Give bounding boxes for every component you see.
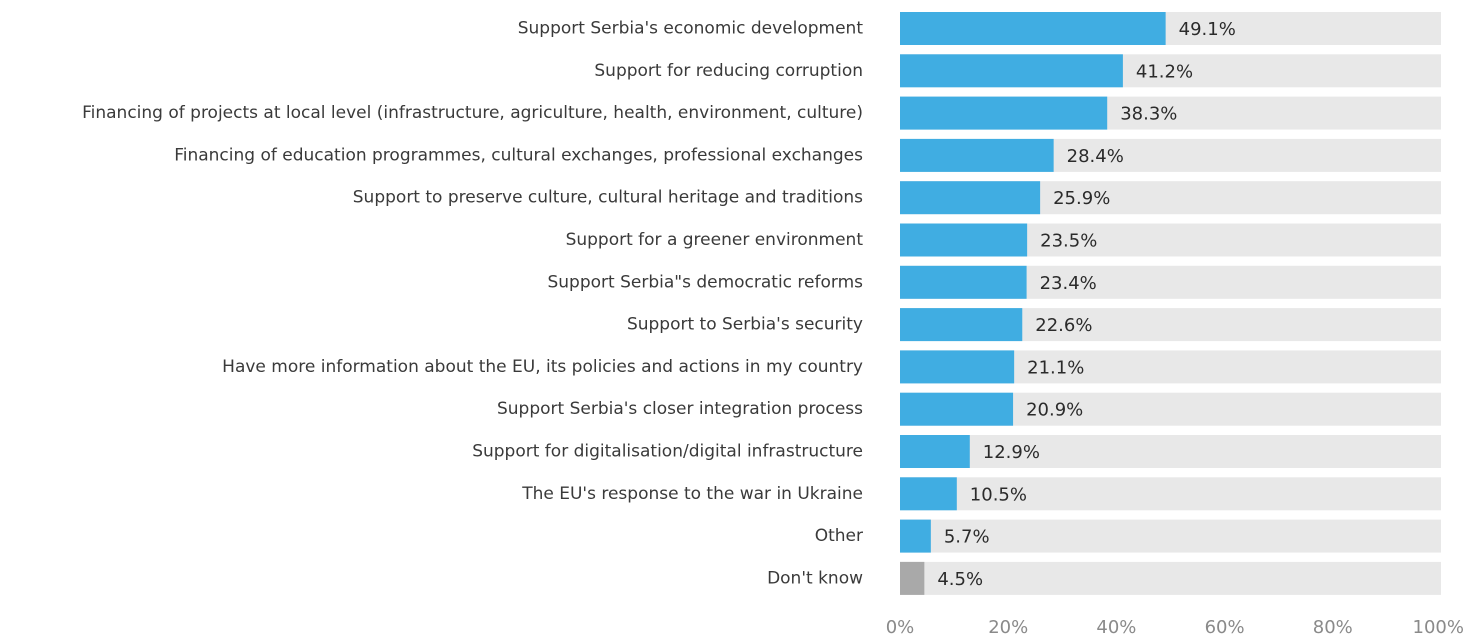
bar-track: [900, 561, 1441, 595]
bar-row: Support for reducing corruption 41.2%: [594, 54, 1441, 88]
bar: [900, 54, 1123, 88]
x-tick-label: 20%: [988, 617, 1028, 638]
bar: [900, 138, 1054, 172]
bar: [900, 435, 970, 468]
category-label: Don't know: [767, 568, 863, 588]
bar: [900, 392, 1014, 426]
value-label: 23.4%: [1040, 273, 1097, 294]
value-label: 12.9%: [983, 442, 1040, 463]
value-label: 5.7%: [944, 527, 990, 548]
bar-row: Financing of projects at local level (in…: [82, 96, 1441, 130]
bar-row: Support to Serbia's security 22.6%: [627, 308, 1441, 342]
bar-track: [900, 435, 1441, 468]
x-tick-label: 40%: [1096, 617, 1136, 638]
bar-rows: Support Serbia's economic development 49.…: [82, 12, 1441, 595]
bar-row: Support for a greener environment 23.5%: [566, 223, 1441, 257]
category-label: Support Serbia's closer integration proc…: [497, 399, 863, 419]
bar-row: Support Serbia's closer integration proc…: [497, 392, 1441, 426]
x-tick-label: 0%: [886, 617, 915, 638]
value-label: 10.5%: [970, 484, 1027, 505]
bar-row: Have more information about the EU, its …: [222, 350, 1441, 384]
bar: [900, 308, 1023, 342]
bar: [900, 96, 1108, 130]
category-label: Financing of projects at local level (in…: [82, 103, 863, 123]
bar-row: Financing of education programmes, cultu…: [174, 138, 1441, 172]
category-label: Financing of education programmes, cultu…: [174, 145, 863, 165]
bar-row: Don't know 4.5%: [767, 561, 1441, 595]
value-label: 23.5%: [1040, 231, 1097, 252]
category-label: The EU's response to the war in Ukraine: [521, 484, 863, 504]
value-label: 38.3%: [1120, 104, 1177, 125]
x-tick-label: 60%: [1205, 617, 1245, 638]
bar-track: [900, 519, 1441, 553]
category-label: Have more information about the EU, its …: [222, 357, 863, 377]
bar-row: The EU's response to the war in Ukraine 1…: [521, 477, 1441, 511]
x-tick-label: 80%: [1313, 617, 1353, 638]
bar: [900, 265, 1027, 299]
category-label: Other: [815, 526, 863, 546]
bar-track: [900, 477, 1441, 511]
category-label: Support for a greener environment: [566, 230, 864, 250]
value-label: 21.1%: [1027, 357, 1084, 378]
category-label: Support to preserve culture, cultural he…: [353, 188, 863, 208]
value-label: 41.2%: [1136, 61, 1193, 82]
value-label: 20.9%: [1026, 400, 1083, 421]
value-label: 4.5%: [937, 569, 983, 590]
bar-row: Support to preserve culture, cultural he…: [353, 181, 1441, 215]
x-axis-ticks: 0% 20% 40% 60% 80% 100%: [886, 617, 1464, 638]
bar-row: Other 5.7%: [815, 519, 1441, 553]
category-label: Support Serbia"s democratic reforms: [547, 272, 863, 292]
bar: [900, 223, 1028, 257]
bar: [900, 519, 931, 553]
value-label: 49.1%: [1179, 19, 1236, 40]
value-label: 22.6%: [1035, 315, 1092, 336]
value-label: 28.4%: [1067, 146, 1124, 167]
bar: [900, 477, 957, 511]
bar: [900, 350, 1015, 384]
category-label: Support to Serbia's security: [627, 315, 863, 335]
category-label: Support for digitalisation/digital infra…: [472, 442, 863, 462]
bar-row: Support Serbia"s democratic reforms 23.4%: [547, 265, 1441, 299]
value-label: 25.9%: [1053, 188, 1110, 209]
bar-row: Support for digitalisation/digital infra…: [472, 435, 1441, 468]
bar: [900, 561, 925, 595]
bar: [900, 12, 1166, 45]
category-label: Support Serbia's economic development: [518, 19, 864, 39]
x-tick-label: 100%: [1413, 617, 1464, 638]
bar: [900, 181, 1041, 215]
category-label: Support for reducing corruption: [594, 61, 863, 81]
bar-row: Support Serbia's economic development 49.…: [518, 12, 1441, 45]
